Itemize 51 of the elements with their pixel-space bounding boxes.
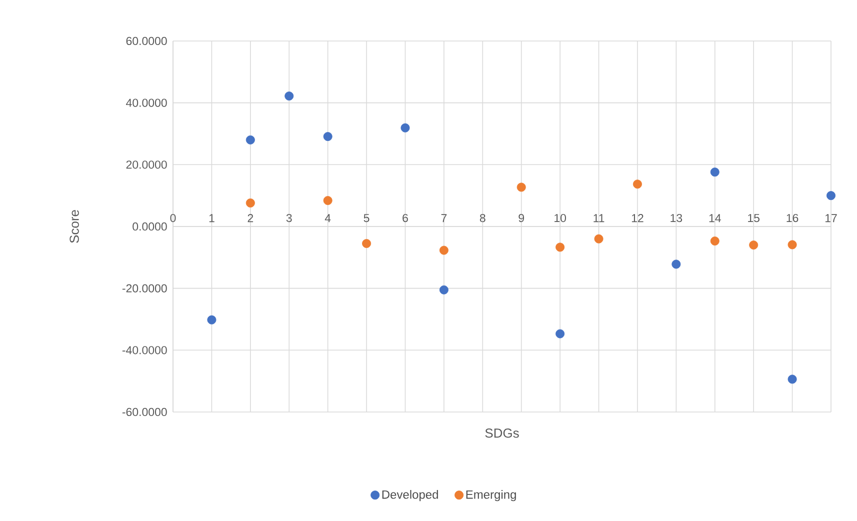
point bbox=[710, 236, 720, 246]
y-tick-label: -40.0000 bbox=[122, 346, 167, 354]
x-tick-label: 10 bbox=[554, 214, 566, 222]
point bbox=[788, 374, 797, 384]
legend-label: Developed bbox=[382, 490, 438, 502]
y-tick-label: 0.0000 bbox=[132, 222, 167, 231]
x-tick-label: 4 bbox=[324, 214, 331, 222]
y-tick-label: -20.0000 bbox=[122, 284, 167, 292]
point bbox=[556, 242, 565, 252]
y-tick-label: 60.0000 bbox=[126, 36, 167, 46]
point bbox=[632, 180, 642, 189]
point bbox=[323, 132, 332, 142]
point bbox=[516, 182, 526, 192]
x-tick-label: 1 bbox=[209, 214, 214, 222]
x-tick-label: 5 bbox=[364, 214, 370, 222]
point bbox=[439, 246, 448, 255]
point bbox=[362, 238, 372, 248]
point bbox=[672, 260, 681, 269]
point bbox=[400, 123, 410, 132]
point bbox=[788, 240, 797, 250]
x-tick-label: 13 bbox=[670, 214, 682, 222]
point bbox=[246, 198, 255, 208]
x-tick-label: 11 bbox=[594, 214, 604, 222]
point bbox=[556, 329, 565, 338]
point bbox=[323, 196, 332, 206]
x-tick-label: 8 bbox=[480, 214, 486, 222]
x-tick-label: 17 bbox=[825, 214, 837, 222]
x-tick-label: 7 bbox=[441, 214, 447, 222]
point bbox=[594, 234, 604, 244]
x-tick-label: 12 bbox=[632, 214, 644, 222]
point bbox=[749, 240, 758, 250]
y-axis-title: Score bbox=[70, 210, 79, 243]
point bbox=[439, 285, 448, 294]
y-tick-label: 40.0000 bbox=[126, 98, 167, 107]
x-tick-label: 0 bbox=[170, 214, 176, 222]
x-tick-label: 6 bbox=[402, 214, 408, 222]
y-tick-label: 20.0000 bbox=[126, 160, 167, 169]
x-axis-title: SDGs bbox=[485, 428, 519, 438]
x-tick-label: 3 bbox=[286, 214, 292, 222]
x-tick-label: 16 bbox=[786, 214, 798, 222]
x-tick-label: 15 bbox=[748, 214, 760, 222]
legend-label: Emerging bbox=[466, 490, 516, 502]
point bbox=[246, 135, 255, 144]
point bbox=[284, 92, 294, 101]
x-tick-label: 9 bbox=[518, 214, 524, 222]
point bbox=[826, 191, 836, 200]
point bbox=[207, 315, 216, 324]
point bbox=[710, 168, 720, 177]
x-tick-label: 2 bbox=[248, 214, 254, 222]
y-tick-label: -60.0000 bbox=[122, 408, 167, 416]
x-tick-label: 14 bbox=[709, 214, 721, 222]
